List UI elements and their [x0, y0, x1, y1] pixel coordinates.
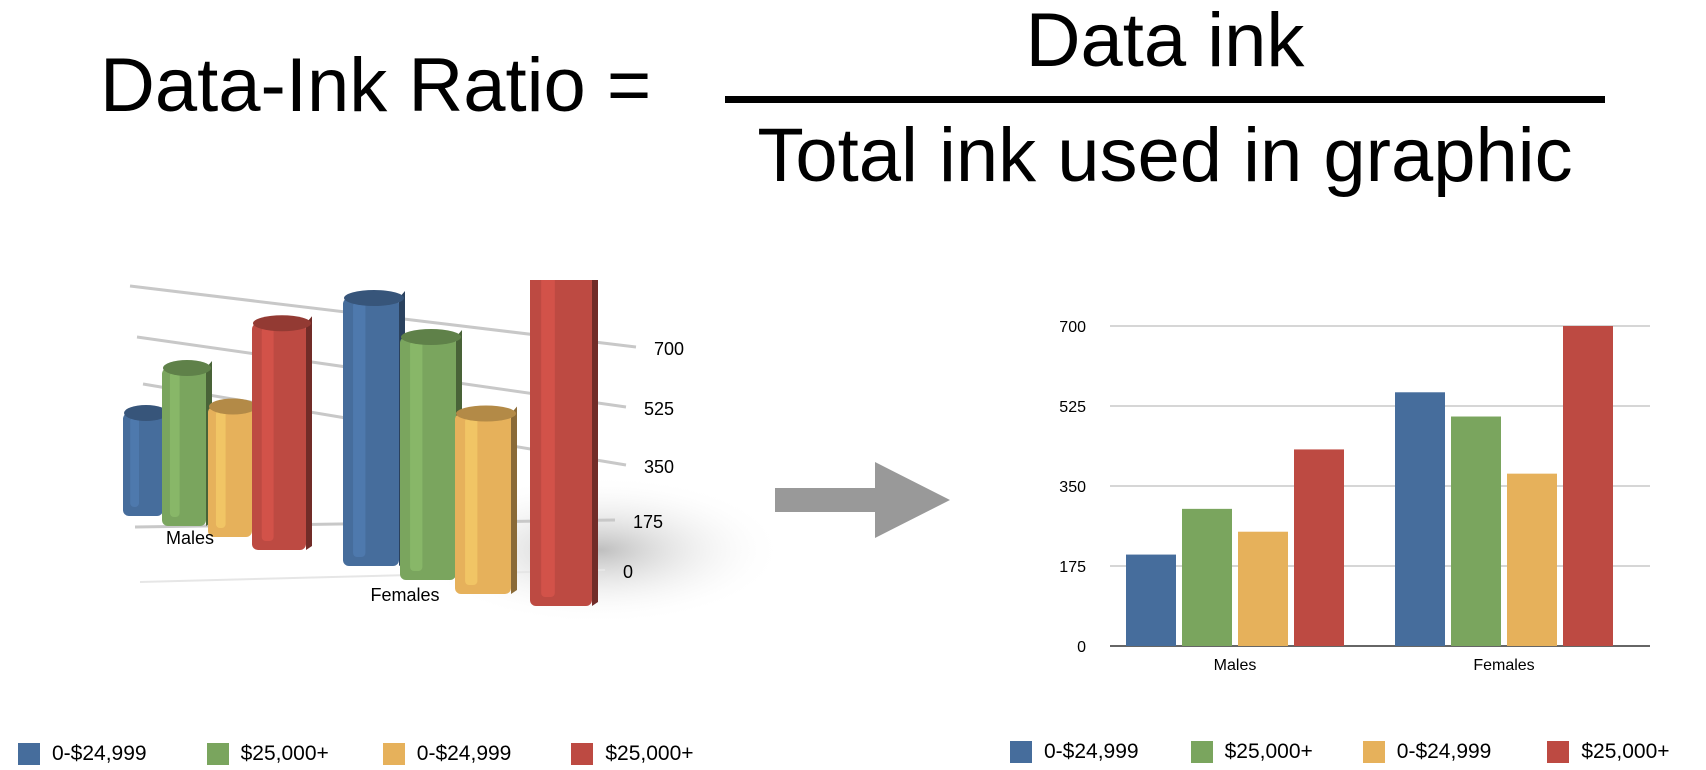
- bar-3d-top: [253, 315, 311, 332]
- fraction-bar: [725, 96, 1605, 103]
- legend-swatch: [1362, 741, 1385, 763]
- y-tick-label: 525: [1059, 399, 1086, 416]
- bar-3d-top: [124, 405, 168, 421]
- x-tick-label: Males: [166, 528, 214, 548]
- gridline: [139, 569, 606, 583]
- bar-3d-side: [592, 280, 598, 606]
- bar-3d-highlight: [541, 280, 555, 597]
- y-tick-label: 0: [1077, 639, 1086, 656]
- y-tick-label: 350: [644, 457, 674, 477]
- legend-item: 0-$24,999: [1010, 740, 1139, 764]
- bar-3d: [162, 368, 206, 526]
- bar-3d-highlight: [130, 417, 139, 507]
- chart-2d: 0 175 350 525 700 Males Females: [1059, 319, 1650, 674]
- bar-3d: [530, 280, 592, 606]
- legend-label: $25,000+: [605, 742, 694, 765]
- formula-denominator: Total ink used in graphic: [757, 113, 1573, 198]
- legend-item: 0-$24,999: [382, 742, 512, 766]
- y-tick-label: 175: [633, 512, 663, 532]
- bar-3d-top: [456, 405, 516, 422]
- legend-item: 0-$24,999: [18, 742, 147, 766]
- x-tick-label: Males: [1214, 657, 1257, 674]
- y-tick-label: 700: [1059, 319, 1086, 336]
- y-tick-label: 0: [623, 562, 633, 582]
- bar: [1294, 449, 1344, 646]
- legend-item: $25,000+: [206, 742, 329, 766]
- bar: [1395, 392, 1445, 646]
- legend-left: 0-$24,999 $25,000+ 0-$24,999 $25,000+: [18, 742, 694, 766]
- bar-3d: [252, 323, 306, 550]
- bar-3d-top: [401, 329, 461, 345]
- bar: [1182, 508, 1232, 646]
- legend-swatch: [1547, 741, 1570, 763]
- x-tick-label: Females: [370, 585, 439, 605]
- bar: [1126, 554, 1176, 646]
- formula-numerator: Data ink: [1025, 0, 1305, 83]
- legend-swatch: [1010, 741, 1032, 763]
- legend-item: $25,000+: [1547, 740, 1670, 764]
- legend-label: 0-$24,999: [1044, 740, 1139, 763]
- bar-3d-side: [306, 316, 312, 550]
- bar-3d-highlight: [261, 327, 274, 541]
- bar-3d: [455, 413, 511, 594]
- bar-3d-highlight: [465, 417, 478, 585]
- bar-3d-highlight: [410, 341, 423, 571]
- legend-label: $25,000+: [1581, 740, 1670, 763]
- bar: [1238, 531, 1288, 646]
- legend-swatch: [18, 743, 40, 765]
- legend-swatch: [382, 743, 405, 765]
- legend-item: 0-$24,999: [1362, 740, 1492, 764]
- legend-label: 0-$24,999: [416, 742, 512, 765]
- legend-item: $25,000+: [1190, 740, 1313, 764]
- bar-3d-side: [511, 406, 517, 594]
- bar-3d-highlight: [215, 410, 226, 528]
- legend-label: $25,000+: [240, 742, 329, 765]
- bar-3d: [123, 413, 163, 516]
- arrow-right-icon: [775, 462, 950, 538]
- bar-3d-top: [163, 360, 211, 376]
- bar-3d-top: [209, 398, 257, 415]
- chart-3d: 0 175 350 525 700 Males Females: [123, 280, 780, 625]
- bar: [1451, 416, 1501, 646]
- legend-label: 0-$24,999: [1396, 740, 1492, 763]
- legend-swatch: [571, 743, 594, 765]
- bar: [1507, 473, 1557, 646]
- y-tick-label: 350: [1059, 479, 1086, 496]
- bar: [1563, 326, 1613, 646]
- y-tick-label: 175: [1059, 559, 1086, 576]
- legend-item: $25,000+: [571, 742, 694, 766]
- bar-3d: [343, 298, 399, 566]
- y-tick-label: 525: [644, 399, 674, 419]
- bar-3d: [400, 337, 456, 580]
- legend-label: 0-$24,999: [52, 742, 147, 765]
- legend-swatch: [206, 743, 229, 765]
- bar-3d-top: [344, 290, 404, 306]
- legend-label: $25,000+: [1224, 740, 1313, 763]
- bar-3d-highlight: [169, 372, 180, 517]
- x-tick-label: Females: [1473, 657, 1534, 674]
- formula-lhs: Data-Ink Ratio =: [100, 43, 652, 128]
- legend-right: 0-$24,999 $25,000+ 0-$24,999 $25,000+: [1010, 740, 1670, 764]
- bar-3d: [208, 406, 252, 537]
- bar-3d-highlight: [353, 302, 366, 557]
- legend-swatch: [1190, 741, 1213, 763]
- y-tick-label: 700: [654, 339, 684, 359]
